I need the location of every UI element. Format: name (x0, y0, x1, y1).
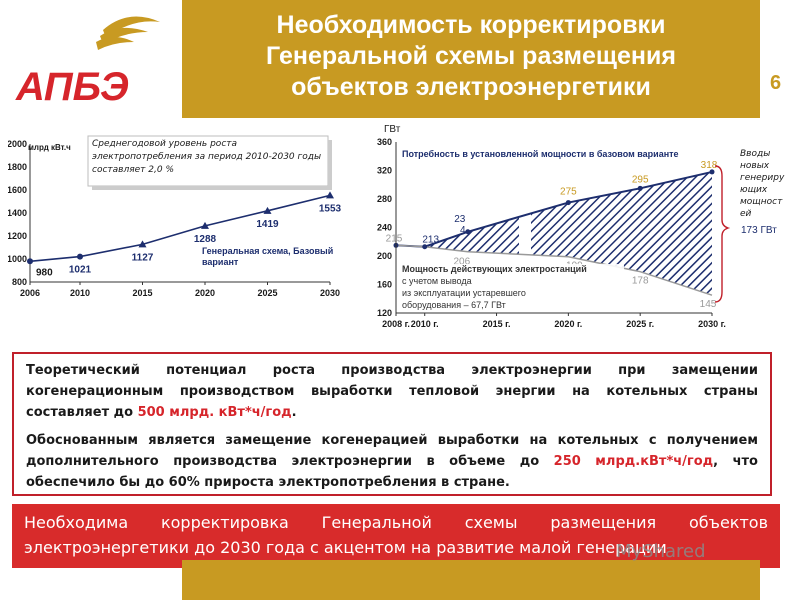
left-x-tick-label: 2025 (257, 288, 277, 298)
p1-text: Теоретический потенциал роста производст… (26, 363, 758, 420)
right-y-tick-label: 240 (377, 223, 392, 233)
left-data-label: 1419 (256, 219, 279, 230)
left-data-label: 1288 (194, 234, 217, 245)
bracket-icon (714, 165, 731, 303)
conclusion-banner: Необходима корректировка Генеральной схе… (12, 504, 780, 568)
demand-point (637, 185, 643, 191)
p2-text: Обоснованным является замещение когенера… (26, 433, 758, 469)
demand-value-label: 215 (386, 233, 403, 244)
left-y-tick-label: 1600 (8, 185, 27, 195)
sun-rays-icon (96, 16, 160, 50)
gap-mask (519, 210, 531, 255)
p2-end: , что обеспечило бы до 60% прироста элек… (26, 454, 758, 490)
title-line-2: Генеральной схемы размещения (266, 42, 676, 70)
note-box (87, 135, 329, 187)
left-y-tick-label: 1200 (8, 231, 27, 241)
left-data-label: 980 (36, 267, 53, 278)
existing-value-label: 145 (700, 299, 717, 310)
left-y-tick-label: 1000 (8, 254, 27, 264)
left-data-label: 1021 (69, 265, 92, 276)
left-series-line (29, 194, 331, 263)
left-y-tick-label: 800 (12, 277, 27, 287)
potential-textbox: Теоретический потенциал роста производст… (12, 352, 772, 496)
left-x-tick-label: 2020 (195, 288, 215, 298)
left-data-point (27, 258, 33, 265)
demand-point (565, 200, 571, 206)
demand-point (422, 244, 428, 250)
p1-end: . (291, 405, 297, 420)
page-number: 6 (770, 72, 782, 94)
right-y-tick-label: 160 (377, 280, 392, 290)
paragraph-1: Теоретический потенциал роста производст… (26, 360, 758, 423)
demand-value-label: 4 (460, 225, 466, 236)
p1-highlight: 500 млрд. кВт*ч/год (137, 405, 292, 420)
demand-value-label: 213 (422, 235, 439, 246)
existing-note-bg (402, 264, 624, 312)
demand-value-label: 295 (632, 174, 649, 185)
left-x-tick-label: 2015 (132, 288, 152, 298)
apbe-logo: АПБЭ (15, 16, 160, 109)
existing-note-line-4: оборудования – 67,7 ГВт (402, 300, 506, 310)
demand-value-label: 318 (701, 160, 718, 171)
existing-value-label: 206 (453, 257, 470, 268)
right-y-tick-label: 120 (377, 308, 392, 318)
bracket-label: 173 ГВт (741, 225, 777, 236)
p2-highlight: 250 млрд.кВт*ч/год (553, 454, 714, 469)
right-x-tick-label: 2020 г. (554, 319, 582, 329)
existing-note-line-1: Мощность действующих электростанций (402, 264, 587, 274)
left-data-label: 1127 (132, 252, 154, 263)
watermark-text: MyShared (616, 541, 706, 562)
page-title: Необходимость корректировки Генеральной … (182, 10, 760, 103)
right-x-tick-label: 2030 г. (698, 319, 726, 329)
side-note: Вводы новых генериру ющих мощност ей (740, 149, 785, 219)
demand-point (709, 169, 715, 175)
left-data-point (326, 191, 334, 199)
existing-capacity-line (395, 244, 713, 296)
svg-text:АПБЭ: АПБЭ (15, 65, 129, 109)
note-box-shadow (328, 140, 332, 190)
right-x-tick-label: 2025 г. (626, 319, 654, 329)
existing-note-line-2: с учетом вывода (402, 276, 472, 286)
right-y-axis-label: ГВт (384, 124, 401, 135)
note-box-shadow-bottom (92, 186, 332, 190)
left-data-label: 1553 (319, 203, 342, 214)
left-legend-text: Генеральная схема, Базовый вариант (202, 246, 334, 267)
right-y-tick-label: 360 (377, 137, 392, 147)
consumption-chart: млрд кВт.ч 2000 1800 1600 1400 1200 1000 800 2… (8, 135, 342, 298)
demand-note: Потребность в установленной мощности в б… (402, 149, 679, 159)
note-text: Среднегодовой уровень роста электропотре… (92, 139, 322, 175)
capacity-chart: ГВт 360 320 280 240 200 160 120 2008 г. 2010 г.… (377, 124, 785, 329)
capacity-gap-area (396, 171, 712, 296)
right-y-tick-label: 280 (377, 194, 392, 204)
left-data-point (77, 253, 83, 260)
left-x-tick-label: 2030 (320, 288, 340, 298)
paragraph-2: Обоснованным является замещение когенера… (26, 430, 758, 493)
existing-note-line-3: из эксплуатации устаревшего (402, 288, 526, 298)
left-y-tick-label: 2000 (8, 139, 27, 149)
demand-point (465, 229, 471, 235)
title-line-3: объектов электроэнергетики (291, 73, 651, 101)
right-x-tick-label: 2015 г. (483, 319, 511, 329)
left-y-axis-label: млрд кВт.ч (28, 143, 71, 152)
left-y-tick-label: 1800 (8, 162, 27, 172)
right-y-tick-label: 200 (377, 251, 392, 261)
left-data-point (138, 240, 147, 248)
footer-strip (182, 560, 760, 600)
left-y-tick-label: 1400 (8, 208, 27, 218)
left-x-tick-label: 2010 (70, 288, 90, 298)
right-y-tick-label: 320 (377, 166, 392, 176)
left-data-point (263, 206, 272, 214)
title-line-1: Необходимость корректировки (276, 11, 666, 39)
demand-value-label: 23 (454, 214, 466, 225)
right-x-tick-label: 2008 г. (382, 319, 410, 329)
header-banner: Необходимость корректировки Генеральной … (182, 0, 760, 118)
existing-note: Мощность действующих электростанций с уч… (402, 264, 587, 310)
right-x-tick-label: 2010 г. (411, 319, 439, 329)
demand-value-label: 275 (560, 187, 577, 198)
left-x-tick-label: 2006 (20, 288, 40, 298)
left-data-point (201, 221, 209, 229)
existing-value-label: 178 (632, 276, 649, 287)
